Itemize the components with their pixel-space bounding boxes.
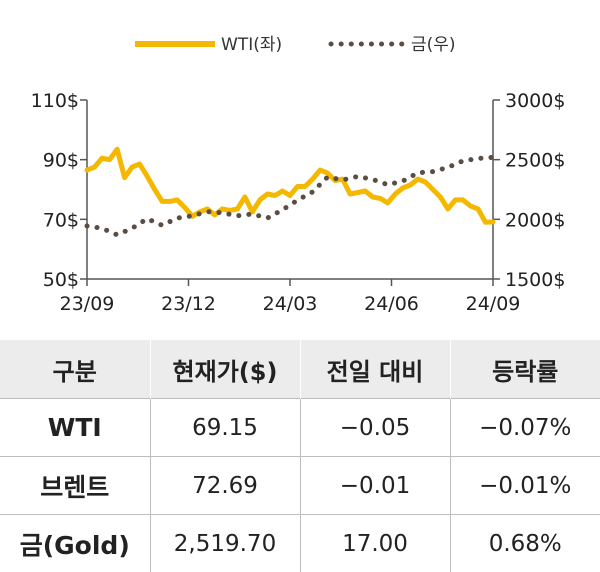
- table-row: 금(Gold) 2,519.70 17.00 0.68%: [0, 515, 600, 572]
- x-tick-label: 24/09: [466, 293, 521, 315]
- y-right-tick-label: 1500$: [505, 269, 565, 291]
- header-rate: 등락률: [450, 340, 600, 399]
- row-rate: −0.01%: [450, 457, 600, 515]
- wti-series-line: [87, 149, 493, 222]
- y-left-tick-label: 70$: [43, 209, 79, 231]
- row-name: 브렌트: [0, 457, 150, 515]
- y-left-tick-label: 90$: [43, 150, 79, 172]
- table-row: WTI 69.15 −0.05 −0.07%: [0, 399, 600, 457]
- row-price: 69.15: [150, 399, 300, 457]
- y-right-tick-label: 3000$: [505, 90, 565, 112]
- x-tick-label: 24/03: [263, 293, 318, 315]
- price-chart: WTI(좌) 금(우) 110$ 90$ 70$ 50$ 3000$ 2500$ 2000$…: [0, 0, 600, 335]
- y-left-tick-label: 50$: [43, 269, 79, 291]
- row-name: WTI: [0, 399, 150, 457]
- x-tick-label: 23/12: [161, 293, 216, 315]
- x-tick-label: 24/06: [364, 293, 419, 315]
- row-name: 금(Gold): [0, 515, 150, 572]
- row-rate: −0.07%: [450, 399, 600, 457]
- table-header-row: 구분 현재가($) 전일 대비 등락률: [0, 340, 600, 399]
- header-price: 현재가($): [150, 340, 300, 399]
- row-change: −0.05: [300, 399, 450, 457]
- row-price: 72.69: [150, 457, 300, 515]
- header-category: 구분: [0, 340, 150, 399]
- row-change: 17.00: [300, 515, 450, 572]
- legend-wti-label: WTI(좌): [221, 35, 282, 55]
- y-right-tick-label: 2000$: [505, 209, 565, 231]
- row-price: 2,519.70: [150, 515, 300, 572]
- legend: WTI(좌) 금(우): [135, 35, 456, 55]
- x-tick-label: 23/09: [60, 293, 115, 315]
- legend-gold-label: 금(우): [411, 35, 456, 55]
- y-right-tick-label: 2500$: [505, 150, 565, 172]
- header-change: 전일 대비: [300, 340, 450, 399]
- price-table: 구분 현재가($) 전일 대비 등락률 WTI 69.15 −0.05 −0.0…: [0, 340, 600, 572]
- y-left-tick-label: 110$: [31, 90, 79, 112]
- row-rate: 0.68%: [450, 515, 600, 572]
- table-row: 브렌트 72.69 −0.01 −0.01%: [0, 457, 600, 515]
- row-change: −0.01: [300, 457, 450, 515]
